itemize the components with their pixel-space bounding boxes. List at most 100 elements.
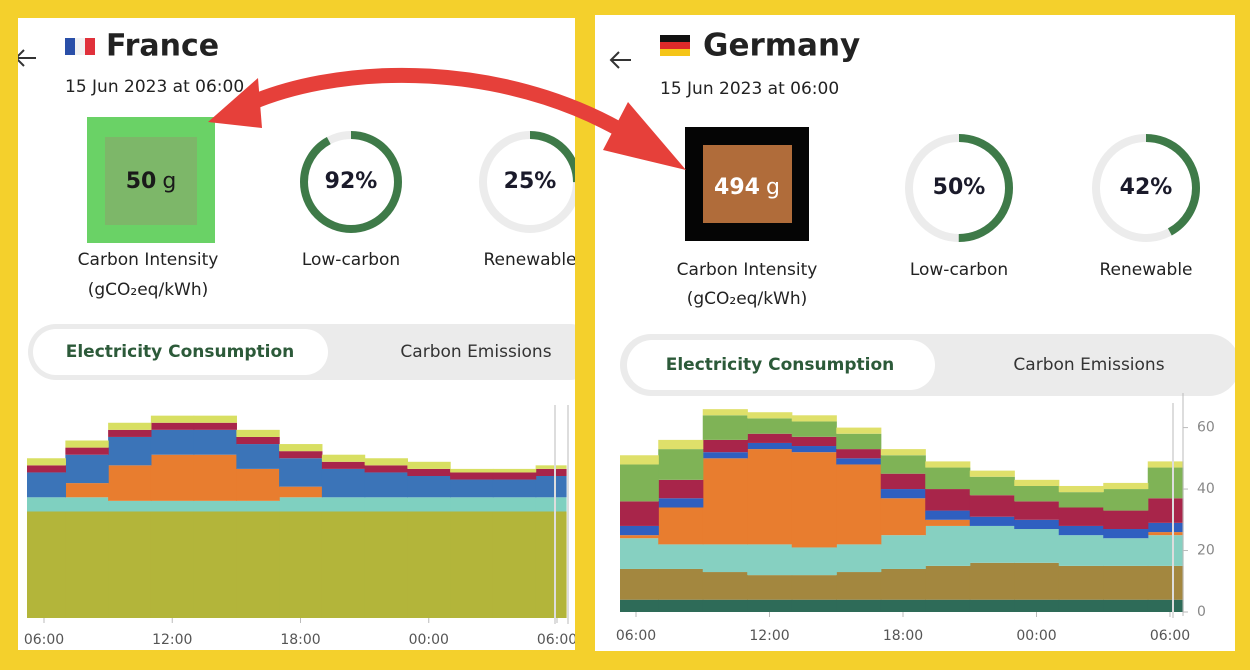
area-segment xyxy=(747,544,793,576)
area-segment xyxy=(407,476,451,498)
area-segment xyxy=(1147,461,1184,468)
area-segment xyxy=(321,461,366,469)
area-segment xyxy=(702,415,748,440)
area-segment xyxy=(27,458,66,466)
area-segment xyxy=(969,599,1015,612)
area-segment xyxy=(150,415,195,423)
area-segment xyxy=(27,465,66,473)
area-segment xyxy=(620,525,659,536)
area-segment xyxy=(450,468,494,473)
area-segment xyxy=(279,486,323,498)
area-segment xyxy=(407,468,451,476)
area-segment xyxy=(658,449,704,480)
x-tick-label: 18:00 xyxy=(883,628,923,644)
area-segment xyxy=(620,455,659,465)
area-segment xyxy=(492,497,537,512)
area-segment xyxy=(880,568,926,600)
area-segment xyxy=(702,572,748,600)
area-segment xyxy=(836,544,882,573)
area-segment xyxy=(925,565,971,600)
area-segment xyxy=(1014,501,1060,520)
area-segment xyxy=(535,511,567,618)
area-segment xyxy=(1014,485,1060,502)
area-segment xyxy=(450,472,494,480)
area-segment xyxy=(969,516,1015,526)
gauge-value: 42% xyxy=(1120,175,1173,200)
tab-active[interactable] xyxy=(627,340,935,390)
area-segment xyxy=(27,472,66,498)
area-segment xyxy=(1014,519,1060,530)
value: 50 xyxy=(126,169,157,194)
area-segment xyxy=(1147,498,1184,523)
area-segment xyxy=(108,429,152,437)
area-segment xyxy=(969,470,1015,477)
area-segment xyxy=(364,472,408,498)
carbon-intensity-fill xyxy=(105,137,197,225)
area-segment xyxy=(658,439,704,450)
area-segment xyxy=(925,489,971,511)
area-segment xyxy=(702,409,748,416)
tab-active[interactable] xyxy=(33,329,328,375)
x-tick-label: 12:00 xyxy=(749,628,789,644)
area-segment xyxy=(108,500,152,512)
area-segment xyxy=(1147,599,1184,612)
value: 494 xyxy=(714,175,760,200)
area-segment xyxy=(880,473,926,490)
tab[interactable]: Carbon Emissions xyxy=(400,342,551,362)
back-button[interactable] xyxy=(16,49,36,67)
area-segment xyxy=(747,433,793,443)
area-segment xyxy=(65,511,109,618)
gauge-value: 25% xyxy=(504,169,557,194)
y-tick-label: 40 xyxy=(1197,481,1215,497)
flag xyxy=(65,38,95,55)
area-segment xyxy=(1014,479,1060,486)
area-segment xyxy=(1058,485,1104,493)
area-segment xyxy=(364,497,408,512)
y-tick-label: 0 xyxy=(1197,604,1206,620)
area-segment xyxy=(925,519,971,526)
area-segment xyxy=(492,511,537,618)
unit: g xyxy=(766,175,780,200)
area-segment xyxy=(658,498,704,508)
metric-label: Renewable xyxy=(1099,260,1192,280)
y-tick-label: 20 xyxy=(1197,543,1215,559)
area-segment xyxy=(1014,562,1060,600)
area-segment xyxy=(108,511,152,618)
area-segment xyxy=(836,599,882,612)
area-segment xyxy=(236,500,280,512)
area-segment xyxy=(193,454,237,501)
back-button[interactable] xyxy=(609,51,631,69)
area-segment xyxy=(620,568,659,600)
area-segment xyxy=(658,544,704,569)
area-segment xyxy=(65,483,109,498)
area-segment xyxy=(836,427,882,434)
area-segment xyxy=(969,476,1015,496)
area-segment xyxy=(492,479,537,498)
unit-label: (gCO₂eq/kWh) xyxy=(687,289,808,309)
area-segment xyxy=(407,497,451,512)
area-segment xyxy=(836,464,882,545)
area-segment xyxy=(1103,482,1149,490)
area-segment xyxy=(1103,510,1149,530)
area-segment xyxy=(747,449,793,545)
area-segment xyxy=(193,422,237,430)
metric-label: Carbon Intensity xyxy=(78,250,219,270)
area-segment xyxy=(150,454,195,501)
area-segment xyxy=(836,572,882,600)
tab[interactable]: Electricity Consumption xyxy=(666,355,895,375)
area-segment xyxy=(193,511,237,618)
tab[interactable]: Carbon Emissions xyxy=(1013,355,1164,375)
country-name: France xyxy=(106,29,219,64)
area-segment xyxy=(791,547,837,576)
area-segment xyxy=(836,449,882,459)
tab[interactable]: Electricity Consumption xyxy=(66,342,295,362)
area-segment xyxy=(658,479,704,499)
area-segment xyxy=(150,429,195,455)
carbon-intensity-value: 494 g xyxy=(714,175,780,200)
area-segment xyxy=(1014,599,1060,612)
area-segment xyxy=(364,458,408,466)
area-segment xyxy=(492,472,537,480)
area-segment xyxy=(880,455,926,474)
area-segment xyxy=(1147,535,1184,566)
